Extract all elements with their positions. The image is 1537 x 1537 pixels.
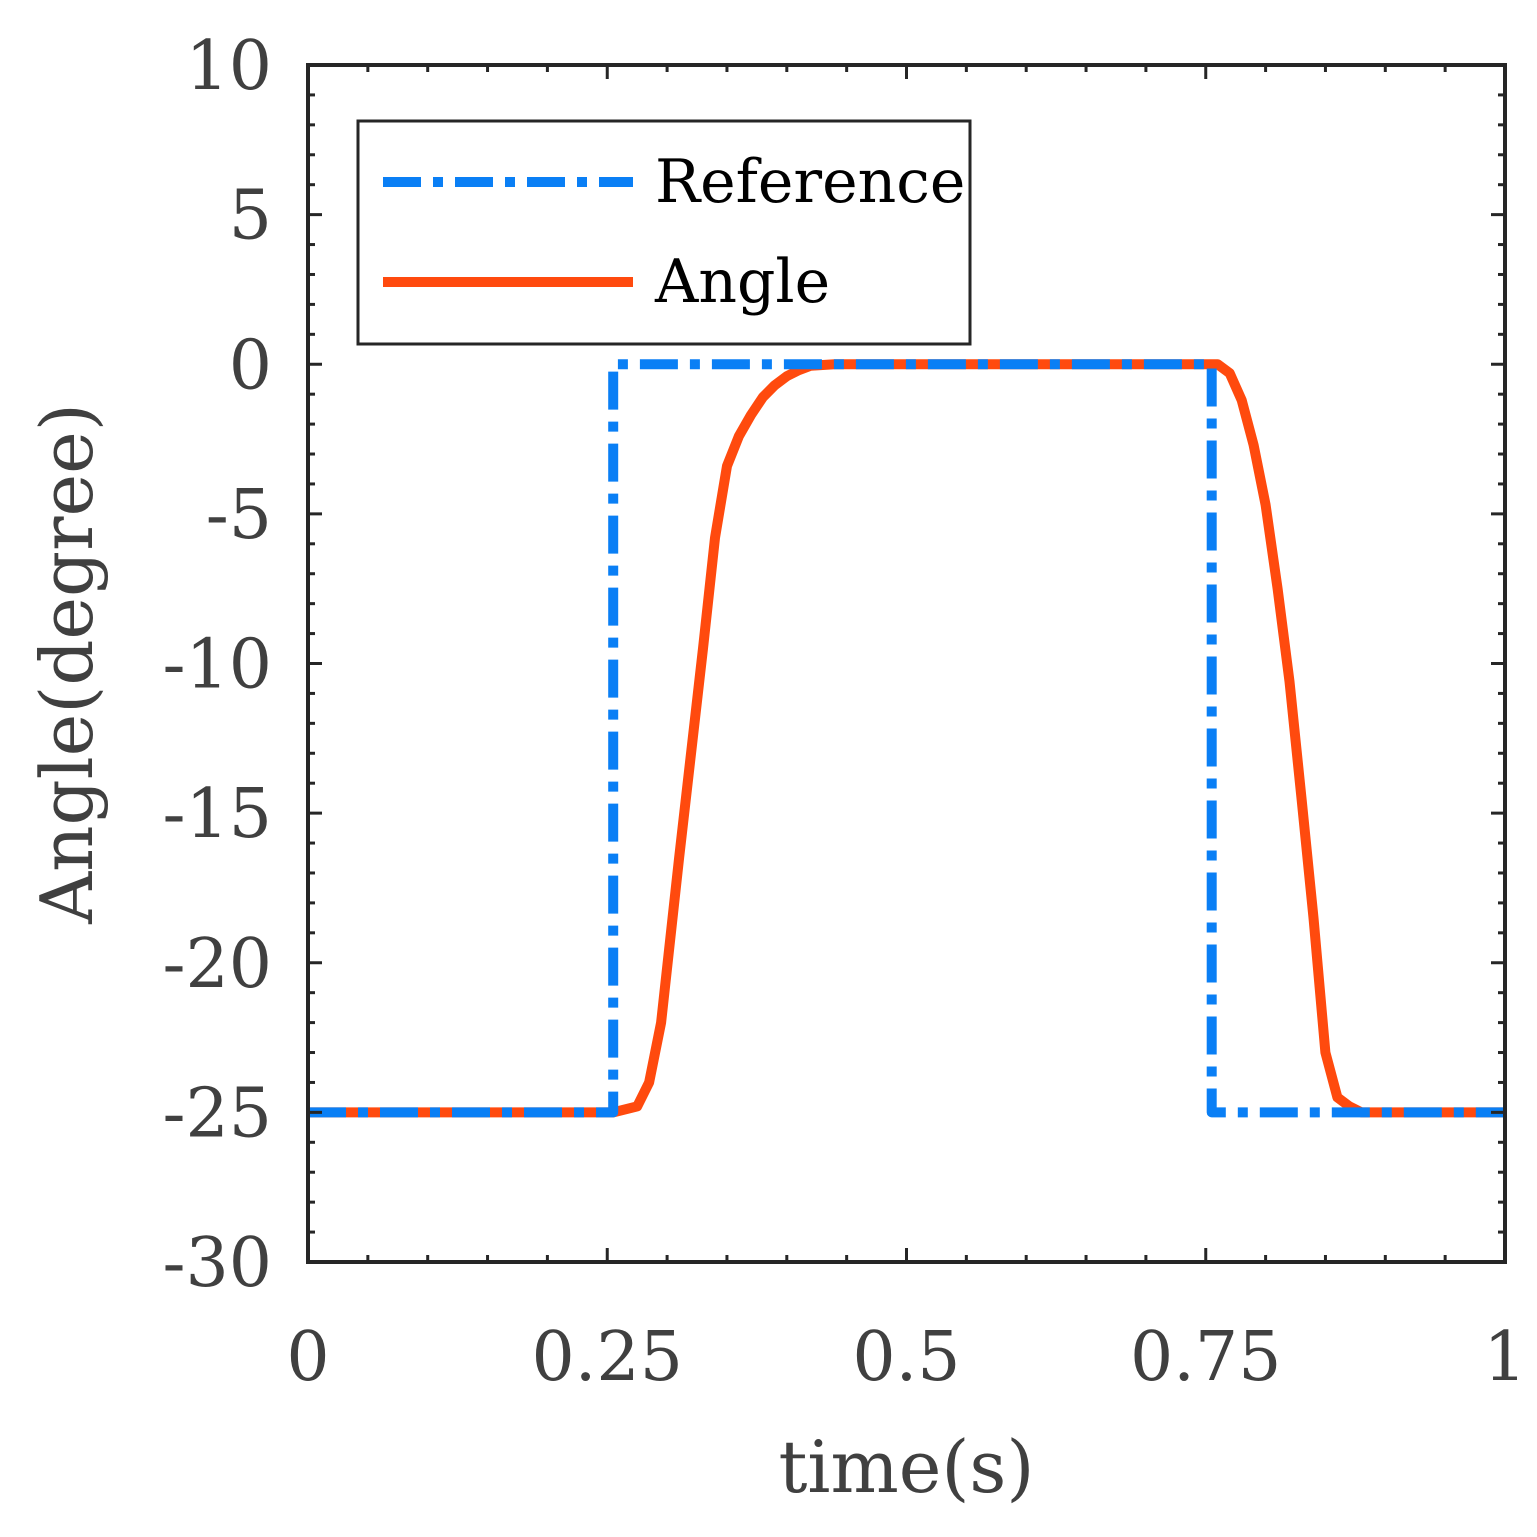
y-tick-label: -25	[162, 1074, 272, 1153]
series-line-reference	[308, 359, 1505, 1118]
x-tick-label: 0	[286, 1318, 329, 1397]
y-axis-label: Angle(degree)	[25, 403, 109, 925]
y-tick-label: 10	[185, 27, 272, 106]
x-tick-label: 0.5	[852, 1318, 960, 1397]
y-tick-label: 5	[229, 177, 272, 256]
y-tick-label: -30	[162, 1224, 272, 1303]
x-axis-label: time(s)	[779, 1425, 1035, 1509]
series-layer	[308, 359, 1505, 1118]
x-tick-label: 0.25	[532, 1318, 683, 1397]
legend-label-angle: Angle	[654, 247, 830, 317]
y-tick-label: -20	[162, 925, 272, 1004]
x-tick-label: 1	[1483, 1318, 1526, 1397]
plot-frame	[306, 63, 1507, 1264]
y-tick-label: -5	[206, 476, 272, 555]
x-tick-label: 0.75	[1130, 1318, 1281, 1397]
legend: Reference Angle	[356, 119, 972, 346]
y-tick-label: 0	[229, 326, 272, 405]
tick-labels-layer: 0 0.25 0.5 0.75 1 10 5 0 -5 -10 -15 -20 -25 -30	[162, 27, 1526, 1397]
legend-box	[356, 119, 972, 346]
y-tick-label: -10	[162, 626, 272, 705]
legend-label-reference: Reference	[655, 147, 965, 217]
y-tick-label: -15	[162, 775, 272, 854]
